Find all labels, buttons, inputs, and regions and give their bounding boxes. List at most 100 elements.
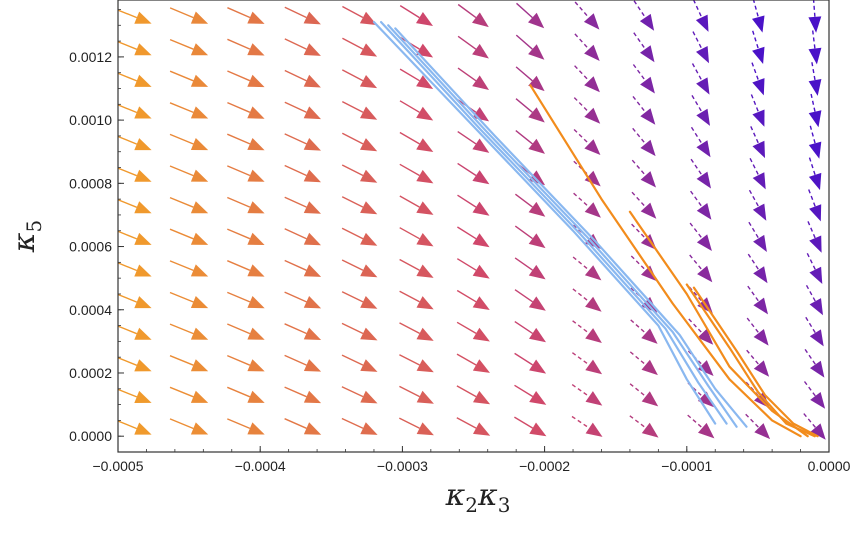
field-arrow <box>284 6 321 25</box>
field-arrow <box>457 194 490 216</box>
field-arrow <box>227 7 265 24</box>
field-arrow <box>118 262 152 277</box>
field-arrow <box>341 196 378 215</box>
streamline-blue <box>380 21 728 425</box>
field-arrow <box>457 131 490 153</box>
field-arrow <box>632 95 656 125</box>
field-arrow <box>284 323 322 340</box>
field-arrow <box>169 228 209 245</box>
field-arrow <box>227 228 265 245</box>
field-arrow <box>284 291 322 309</box>
field-arrow <box>118 104 152 119</box>
field-arrow <box>632 64 655 94</box>
field-arrow <box>169 355 209 372</box>
field-arrow <box>750 94 765 127</box>
x-label-subscript-2: 3 <box>498 493 511 517</box>
field-arrow <box>399 131 434 152</box>
streamline-orange <box>692 286 819 438</box>
field-arrow <box>118 230 152 245</box>
field-arrow <box>688 318 714 345</box>
field-arrow <box>341 417 378 435</box>
field-arrow <box>227 70 265 88</box>
field-arrow <box>633 32 655 63</box>
field-arrow <box>284 69 321 88</box>
field-arrow <box>692 31 709 64</box>
field-arrow <box>169 323 209 340</box>
field-arrow <box>169 7 209 24</box>
field-arrow <box>806 252 823 284</box>
field-arrow <box>227 323 265 340</box>
streamline-blue <box>387 24 738 428</box>
field-arrow <box>227 260 265 277</box>
y-tick-label: 0.0004 <box>69 302 112 318</box>
field-arrow <box>169 291 209 309</box>
field-arrow <box>341 227 378 246</box>
field-arrow <box>574 1 600 30</box>
field-arrow <box>227 165 265 182</box>
field-arrow <box>456 258 490 279</box>
field-arrow <box>456 417 491 436</box>
field-arrow <box>572 256 602 281</box>
field-arrow <box>689 254 713 283</box>
field-arrow <box>399 322 434 341</box>
x-label-subscript-1: 2 <box>465 493 478 517</box>
field-arrow <box>227 133 265 151</box>
field-arrow <box>691 95 710 126</box>
field-arrow <box>690 126 711 158</box>
x-label-symbol-2: κ <box>477 478 498 513</box>
field-arrow <box>571 415 603 437</box>
y-axis-ticks: 0.0000 0.0002 0.0004 0.0006 0.0008 0.0010 0.00… <box>69 9 124 453</box>
field-arrow <box>341 291 378 309</box>
field-arrow <box>808 0 822 33</box>
field-arrow <box>574 33 600 61</box>
field-arrow <box>456 321 490 342</box>
field-arrow <box>284 228 321 246</box>
x-tick-label: −0.0001 <box>661 458 712 474</box>
field-arrow <box>399 258 434 278</box>
field-arrow <box>399 227 434 247</box>
field-arrow <box>748 189 767 221</box>
field-arrow <box>516 2 545 29</box>
field-arrow <box>169 165 209 182</box>
field-arrow <box>692 0 709 32</box>
field-arrow <box>572 288 602 312</box>
field-arrow <box>808 30 822 65</box>
field-arrow <box>572 320 602 343</box>
field-arrow <box>629 383 659 407</box>
field-arrow <box>118 388 152 403</box>
field-arrow <box>341 259 378 278</box>
field-arrow <box>515 130 545 154</box>
field-arrow <box>284 259 322 277</box>
field-arrow <box>631 191 657 219</box>
field-arrow <box>629 415 659 438</box>
field-arrow <box>805 284 823 316</box>
field-arrow <box>227 291 265 309</box>
field-arrow <box>808 93 822 128</box>
y-tick-label: 0.0008 <box>69 175 112 191</box>
field-arrow <box>342 5 377 26</box>
x-tick-label: −0.0004 <box>235 458 286 474</box>
field-arrow <box>808 62 822 96</box>
field-arrow <box>689 222 712 251</box>
field-arrow <box>456 385 491 405</box>
streamline-orange <box>685 283 816 438</box>
field-arrow <box>456 353 490 373</box>
field-arrow <box>691 63 710 95</box>
field-arrow <box>687 414 715 439</box>
field-arrow <box>284 133 321 151</box>
field-arrow <box>284 386 322 404</box>
field-arrow <box>399 354 434 373</box>
field-arrow <box>399 195 434 215</box>
field-arrow <box>399 163 434 184</box>
x-label-symbol-1: κ <box>445 478 466 513</box>
field-arrow <box>747 253 768 284</box>
field-arrow <box>118 325 152 340</box>
field-arrow <box>169 38 209 56</box>
field-arrow <box>456 289 490 310</box>
field-arrow <box>574 65 600 93</box>
field-arrow <box>747 285 768 315</box>
field-arrow <box>284 101 321 120</box>
x-tick-label: −0.0005 <box>93 458 144 474</box>
field-arrow <box>573 192 601 218</box>
field-arrow <box>398 417 434 436</box>
